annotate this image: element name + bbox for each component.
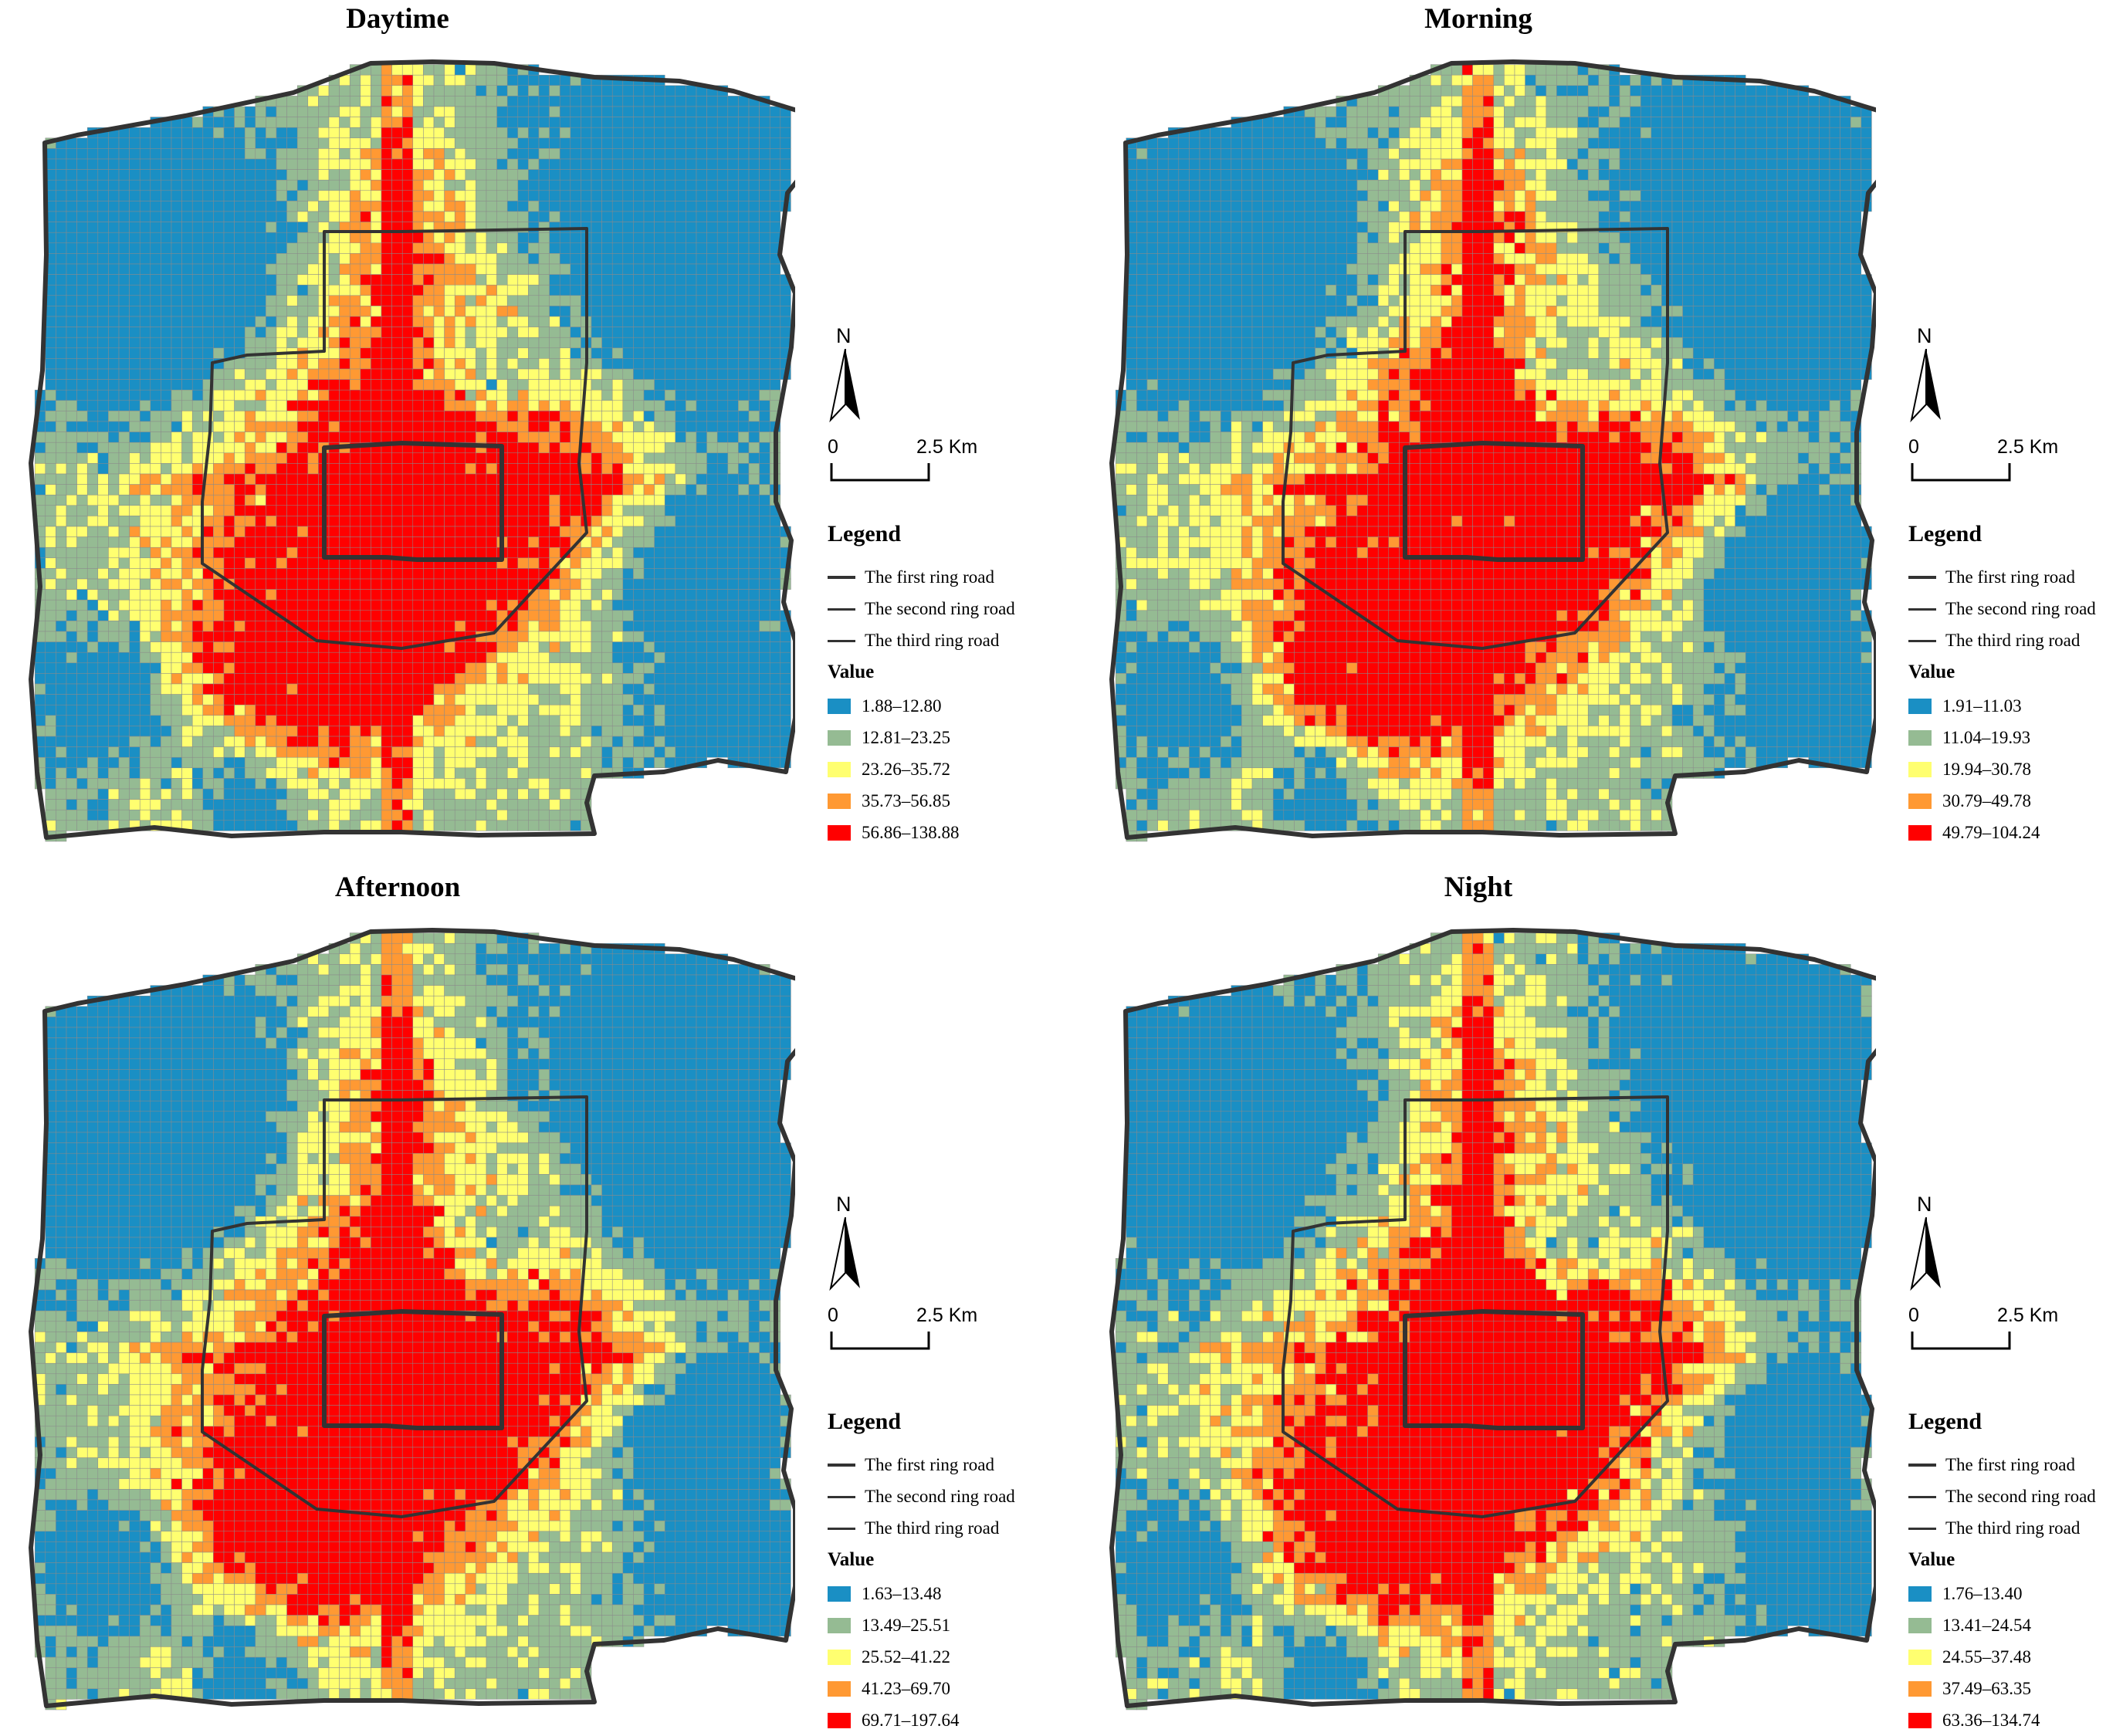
legend-class-3: 23.26–35.72: [828, 756, 950, 783]
legend-second-ring-road: The second ring road: [1908, 596, 2096, 622]
first-ring-road: [322, 1309, 504, 1430]
legend-value-title: Value: [828, 662, 875, 682]
legend-class-3: 24.55–37.48: [1908, 1644, 2031, 1670]
legend-class-4: 30.79–49.78: [1908, 788, 2031, 814]
scale-distance-label: 2.5 Km: [916, 1305, 978, 1326]
legend-class-4: 35.73–56.85: [828, 788, 950, 814]
scale-zero-label: 0: [1908, 436, 1919, 458]
panel-title: Afternoon: [334, 871, 461, 903]
panel-afternoon: Afternoon N 0 2.5 Km Legend The first ri…: [0, 868, 1062, 1736]
scale-distance-label: 2.5 Km: [1997, 436, 2059, 458]
grid-cells: [1115, 64, 1872, 842]
density-grid-map: [1109, 59, 1876, 842]
scale-distance-label: 2.5 Km: [1997, 1305, 2059, 1326]
second-ring-road: [1282, 1095, 1669, 1518]
third-ring-road: [1109, 928, 1876, 1708]
legend-first-ring-road: The first ring road: [828, 564, 994, 591]
north-label: N: [1917, 324, 1932, 347]
panel-night: Night N 0 2.5 Km Legend The first ring r…: [1081, 868, 2123, 1736]
legend-third-ring-road: The third ring road: [828, 628, 999, 654]
legend-first-ring-road: The first ring road: [1908, 1452, 2075, 1478]
legend-class-3: 19.94–30.78: [1908, 756, 2031, 783]
legend-class-5: 63.36–134.74: [1908, 1707, 2040, 1734]
legend-class-5: 69.71–197.64: [828, 1707, 960, 1734]
legend-value-title: Value: [1908, 1549, 1955, 1570]
legend-class-2: 13.49–25.51: [828, 1612, 950, 1639]
legend-third-ring-road: The third ring road: [828, 1515, 999, 1541]
grid-cells: [1115, 932, 1872, 1711]
third-ring-road: [29, 928, 795, 1708]
second-ring-road: [201, 1095, 588, 1518]
legend-first-ring-road: The first ring road: [1908, 564, 2075, 591]
third-ring-road: [29, 59, 795, 840]
legend-value-title: Value: [828, 1549, 875, 1570]
north-label: N: [836, 1193, 852, 1216]
first-ring-road: [322, 441, 504, 562]
scale-zero-label: 0: [1908, 1305, 1919, 1326]
legend-title: Legend: [1908, 521, 1982, 547]
grid-cells: [34, 932, 791, 1711]
density-grid-map: [1109, 928, 1876, 1711]
legend-third-ring-road: The third ring road: [1908, 1515, 2080, 1541]
legend-class-2: 12.81–23.25: [828, 725, 950, 751]
legend-class-4: 37.49–63.35: [1908, 1676, 2031, 1702]
north-label: N: [1917, 1193, 1932, 1216]
scale-zero-label: 0: [828, 1305, 838, 1326]
legend-third-ring-road: The third ring road: [1908, 628, 2080, 654]
legend-second-ring-road: The second ring road: [828, 1484, 1015, 1510]
legend-title: Legend: [1908, 1409, 1982, 1434]
legend-class-2: 13.41–24.54: [1908, 1612, 2031, 1639]
second-ring-road: [201, 227, 588, 650]
legend-second-ring-road: The second ring road: [828, 596, 1015, 622]
scale-distance-label: 2.5 Km: [916, 436, 978, 458]
first-ring-road: [1403, 1309, 1585, 1430]
legend-first-ring-road: The first ring road: [828, 1452, 994, 1478]
third-ring-road: [1109, 59, 1876, 840]
legend-class-5: 56.86–138.88: [828, 820, 960, 846]
first-ring-road: [1403, 441, 1585, 562]
grid-cells: [34, 64, 791, 842]
panel-title: Morning: [1424, 3, 1532, 35]
legend-class-2: 11.04–19.93: [1908, 725, 2030, 751]
panel-title: Daytime: [346, 3, 449, 35]
scale-zero-label: 0: [828, 436, 838, 458]
second-ring-road: [1282, 227, 1669, 650]
panel-title: Night: [1444, 871, 1513, 903]
legend-value-title: Value: [1908, 662, 1955, 682]
legend-class-5: 49.79–104.24: [1908, 820, 2040, 846]
legend-class-1: 1.76–13.40: [1908, 1581, 2023, 1607]
panel-morning: Morning N 0 2.5 Km Legend The first ring…: [1081, 0, 2123, 868]
legend-class-1: 1.91–11.03: [1908, 693, 2022, 719]
panel-daytime: Daytime N 0 2.5 Km Legend The first ring…: [0, 0, 1062, 868]
legend-title: Legend: [828, 1409, 902, 1434]
legend-second-ring-road: The second ring road: [1908, 1484, 2096, 1510]
north-label: N: [836, 324, 852, 347]
legend-title: Legend: [828, 521, 902, 547]
legend-class-3: 25.52–41.22: [828, 1644, 950, 1670]
legend-class-4: 41.23–69.70: [828, 1676, 950, 1702]
density-grid-map: [29, 59, 795, 842]
density-grid-map: [29, 928, 795, 1711]
legend-class-1: 1.88–12.80: [828, 693, 942, 719]
legend-class-1: 1.63–13.48: [828, 1581, 942, 1607]
